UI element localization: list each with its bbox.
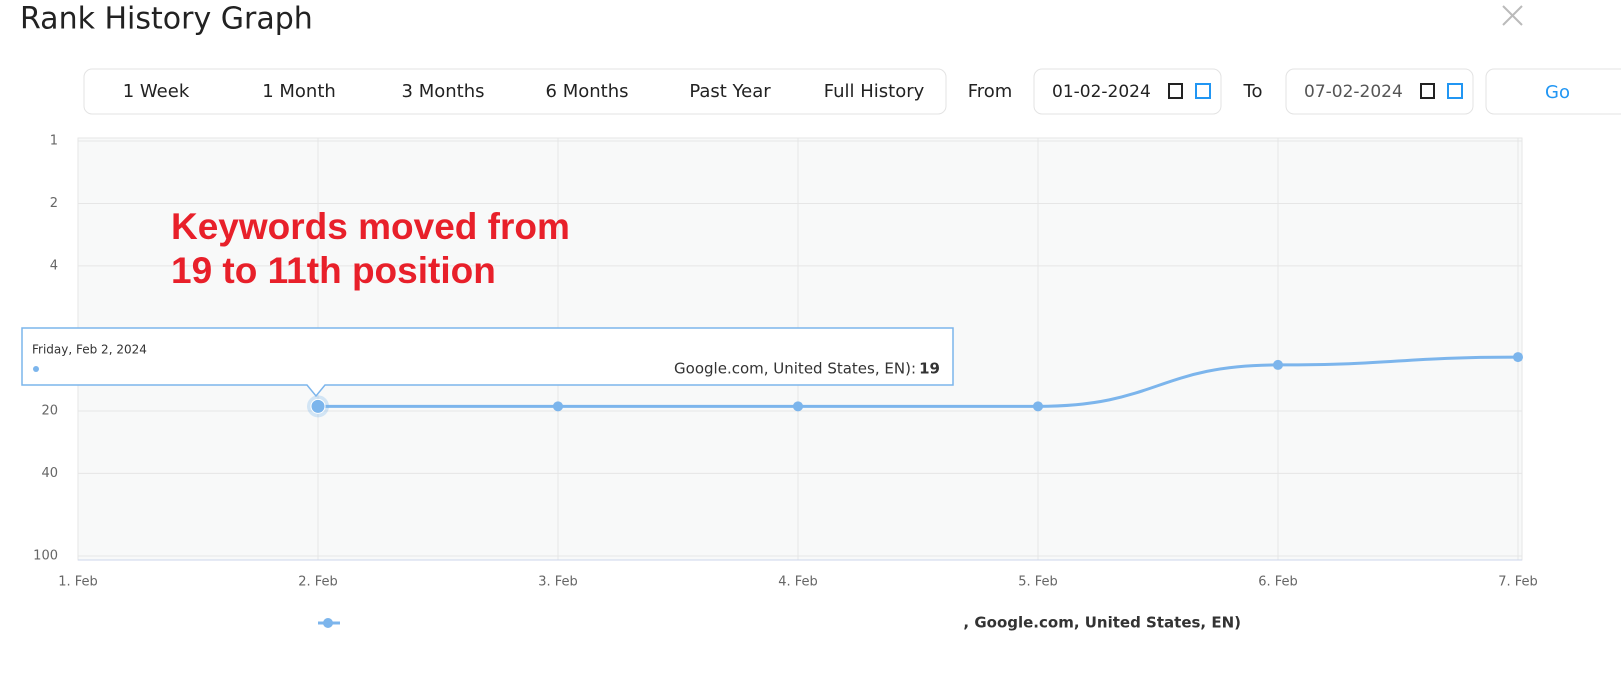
x-tick-label: 3. Feb: [538, 575, 578, 590]
legend-label[interactable]: , Google.com, United States, EN): [963, 614, 1241, 632]
point: [793, 401, 803, 412]
point: [1513, 352, 1523, 363]
from-label: From: [968, 81, 1013, 102]
point: [1273, 359, 1283, 370]
to-date: 07-02-2024: [1304, 82, 1403, 102]
y-tick-label: 20: [41, 403, 58, 418]
x-tick-label: 1. Feb: [58, 575, 98, 590]
y-tick-label: 40: [41, 466, 58, 481]
to-input[interactable]: [1285, 68, 1474, 115]
title: Rank History Graph: [20, 2, 313, 37]
from-input[interactable]: [1033, 68, 1222, 115]
x-tick-label: 5. Feb: [1018, 575, 1058, 590]
legend-dot: [323, 618, 333, 628]
tooltip-text: Google.com, United States, EN):: [674, 360, 916, 378]
range-group: [83, 68, 947, 115]
calendar-icons: [1168, 83, 1463, 99]
to-label: To: [1243, 81, 1263, 102]
x-tick-label: 7. Feb: [1498, 575, 1538, 590]
point: [1033, 401, 1043, 412]
tooltip-date: Friday, Feb 2, 2024: [32, 343, 147, 357]
tooltip-dot: [33, 366, 39, 372]
y-tick-label: 1: [50, 134, 58, 149]
x-tick-label: 4. Feb: [778, 575, 818, 590]
range-button[interactable]: 6 Months: [546, 81, 629, 102]
tooltip-box: [21, 327, 954, 398]
x-tick-label: 6. Feb: [1258, 575, 1298, 590]
annotation: 19 to 11th position: [171, 250, 496, 291]
annotation: Keywords moved from: [171, 206, 570, 247]
range-button[interactable]: 3 Months: [402, 81, 485, 102]
series-line: [318, 355, 1519, 408]
range-button[interactable]: Full History: [824, 81, 925, 102]
y-tick-label: 2: [50, 196, 58, 211]
go-label: Go: [1545, 82, 1570, 103]
point: [310, 398, 326, 414]
range-button[interactable]: 1 Week: [123, 81, 190, 102]
y-tick-label: 100: [33, 549, 58, 564]
tooltip-value: 19: [919, 360, 940, 378]
range-button[interactable]: Past Year: [689, 81, 771, 102]
x-tick-label: 2. Feb: [298, 575, 338, 590]
point: [553, 401, 563, 412]
go-button[interactable]: [1485, 68, 1621, 115]
range-button[interactable]: 1 Month: [262, 81, 336, 102]
from-date: 01-02-2024: [1052, 82, 1151, 102]
close-icon[interactable]: [1502, 5, 1523, 26]
y-tick-label: 4: [50, 258, 58, 273]
